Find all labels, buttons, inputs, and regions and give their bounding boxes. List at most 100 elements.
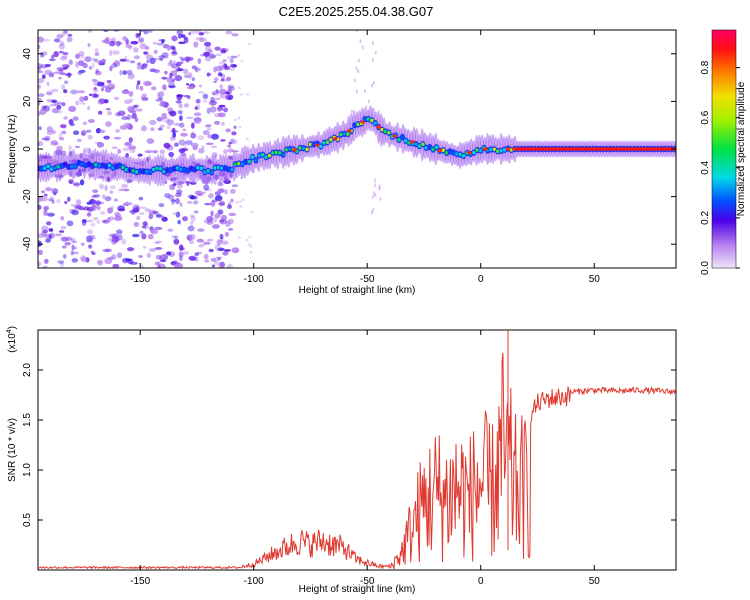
noise-speck bbox=[70, 89, 78, 95]
noise-speck bbox=[170, 199, 177, 203]
ridge-mark bbox=[434, 145, 439, 150]
noise-speck bbox=[80, 130, 87, 136]
noise-speck bbox=[220, 78, 225, 82]
noise-speck bbox=[142, 245, 147, 249]
noise-speck bbox=[218, 61, 226, 65]
noise-speck bbox=[219, 84, 223, 89]
noise-speck bbox=[188, 32, 192, 36]
noise-speck bbox=[68, 118, 74, 125]
noise-speck bbox=[136, 62, 142, 66]
noise-speck bbox=[63, 116, 69, 120]
noise-speck bbox=[180, 247, 185, 251]
noise-speck bbox=[75, 53, 80, 59]
noise-speck bbox=[177, 110, 184, 114]
noise-speck bbox=[238, 200, 242, 203]
noise-speck bbox=[133, 104, 139, 108]
noise-speck bbox=[363, 89, 366, 94]
noise-speck bbox=[80, 102, 86, 105]
noise-speck bbox=[204, 46, 212, 52]
noise-speck bbox=[38, 97, 42, 102]
noise-speck bbox=[223, 249, 231, 252]
ridge-mark bbox=[182, 167, 187, 172]
noise-speck bbox=[44, 233, 52, 239]
bottom-xlabel: Height of straight line (km) bbox=[299, 584, 416, 595]
noise-speck bbox=[228, 141, 232, 145]
noise-speck bbox=[38, 126, 42, 130]
noise-speck bbox=[129, 261, 138, 265]
ridge-mark bbox=[502, 147, 507, 152]
noise-speck bbox=[223, 107, 228, 113]
noise-speck bbox=[63, 66, 68, 70]
noise-speck bbox=[167, 228, 174, 232]
noise-speck bbox=[175, 192, 182, 198]
noise-speck bbox=[61, 54, 68, 59]
noise-speck bbox=[151, 210, 159, 215]
noise-speck bbox=[103, 135, 110, 140]
noise-speck bbox=[66, 36, 73, 43]
noise-speck bbox=[189, 240, 194, 245]
noise-speck bbox=[233, 125, 237, 129]
noise-speck bbox=[202, 129, 210, 136]
noise-speck bbox=[248, 236, 252, 239]
ridge-mark bbox=[43, 166, 47, 171]
noise-speck bbox=[107, 216, 115, 221]
noise-speck bbox=[193, 112, 202, 116]
noise-speck bbox=[142, 221, 148, 226]
ridge-peak bbox=[483, 147, 488, 151]
noise-speck bbox=[175, 198, 180, 205]
ridge-mark bbox=[53, 166, 57, 170]
noise-speck bbox=[55, 110, 63, 114]
noise-speck bbox=[110, 205, 115, 210]
noise-speck bbox=[171, 78, 175, 83]
noise-speck bbox=[64, 80, 69, 84]
noise-speck bbox=[371, 195, 374, 200]
noise-speck bbox=[86, 212, 92, 217]
noise-speck bbox=[164, 70, 168, 75]
ridge-peak bbox=[360, 120, 365, 124]
noise-speck bbox=[140, 264, 144, 268]
noise-speck bbox=[198, 32, 205, 36]
ridge-mark bbox=[230, 168, 234, 172]
noise-speck bbox=[185, 83, 190, 86]
noise-speck bbox=[38, 140, 44, 147]
noise-speck bbox=[168, 151, 174, 158]
noise-speck bbox=[59, 56, 68, 61]
noise-speck bbox=[46, 98, 53, 103]
noise-speck bbox=[222, 59, 227, 62]
noise-speck bbox=[153, 49, 158, 54]
top-axis-ticks: -150 -100 -50 0 50 -40 -20 0 20 40 bbox=[22, 30, 676, 285]
noise-speck bbox=[53, 51, 59, 58]
noise-speck bbox=[91, 93, 98, 98]
scale-exponent: 4 bbox=[6, 329, 13, 333]
noise-speck bbox=[206, 215, 213, 223]
noise-speck bbox=[193, 119, 201, 125]
noise-speck bbox=[94, 52, 100, 56]
noise-speck bbox=[150, 127, 155, 132]
noise-speck bbox=[38, 261, 42, 267]
noise-speck bbox=[46, 81, 50, 87]
ridge-mark bbox=[121, 165, 125, 170]
noise-speck bbox=[150, 86, 157, 91]
ridge-mark bbox=[63, 162, 67, 167]
noise-speck bbox=[210, 257, 217, 262]
noise-speck bbox=[128, 137, 133, 143]
noise-speck bbox=[179, 202, 183, 207]
noise-speck bbox=[158, 91, 165, 98]
bottom-ytick-label: 1.5 bbox=[22, 413, 33, 427]
ridge-mark bbox=[363, 117, 367, 121]
noise-speck bbox=[221, 240, 229, 245]
noise-speck bbox=[72, 182, 81, 186]
noise-speck bbox=[144, 150, 153, 154]
noise-speck bbox=[247, 243, 251, 246]
noise-speck bbox=[185, 116, 194, 120]
noise-speck bbox=[41, 230, 47, 237]
noise-speck bbox=[209, 106, 217, 113]
ridge-mark bbox=[70, 164, 74, 169]
noise-speck bbox=[115, 129, 121, 133]
noise-speck bbox=[217, 209, 224, 215]
noise-speck bbox=[212, 224, 220, 229]
noise-speck bbox=[39, 51, 48, 56]
ridge-mark bbox=[141, 169, 146, 174]
noise-speck bbox=[202, 99, 208, 103]
noise-speck bbox=[104, 196, 112, 202]
